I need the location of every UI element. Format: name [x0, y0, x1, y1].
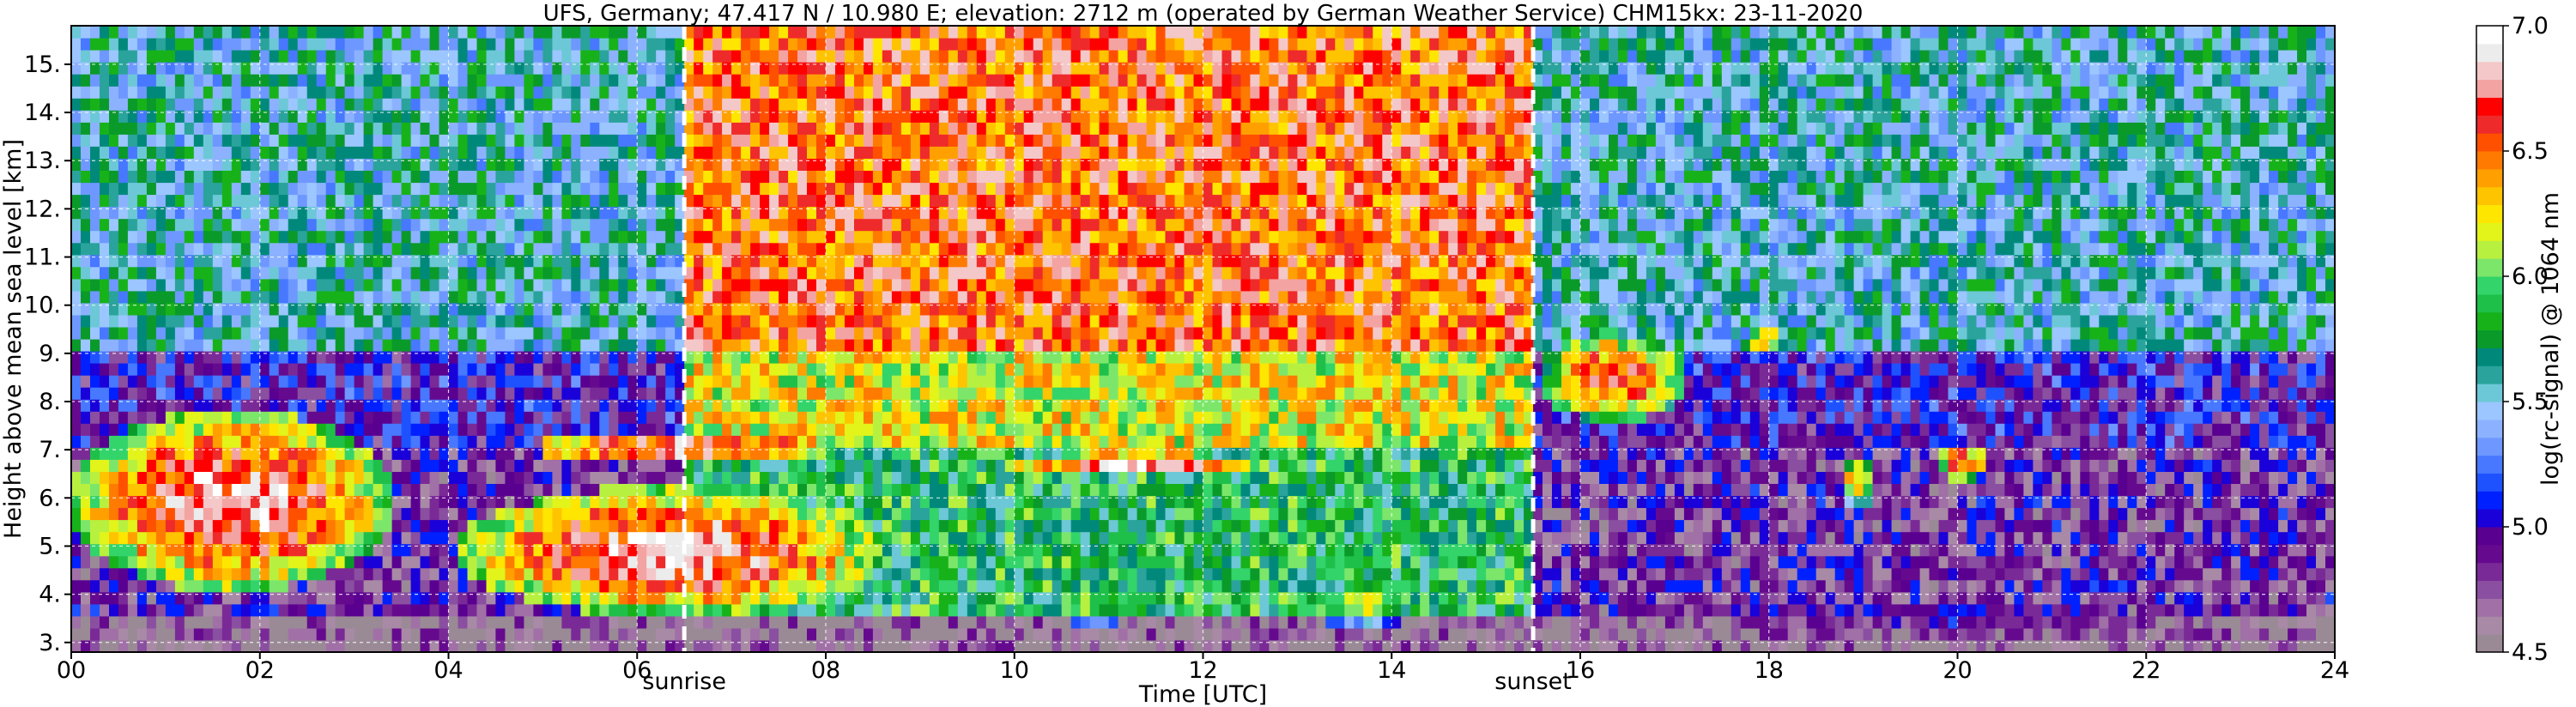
- x-tick-label: 24: [2320, 657, 2349, 684]
- sunset-label: sunset: [1494, 668, 1572, 695]
- y-tick-label: 3.: [39, 630, 61, 656]
- x-tick-label: 18: [1755, 657, 1784, 684]
- y-tick-label: 5.: [39, 533, 61, 559]
- colorbar-label: log(rc-signal) @ 1064 nm: [2537, 192, 2564, 486]
- plot-area: sunrise sunset: [70, 25, 2336, 695]
- y-tick-label: 13.: [24, 148, 61, 174]
- x-axis-label: Time [UTC]: [1138, 681, 1267, 707]
- colorbar-swatch: [2476, 293, 2503, 313]
- y-tick-label: 11.: [24, 245, 61, 271]
- colorbar-frame: [2476, 25, 2504, 653]
- colorbar-swatch: [2476, 527, 2503, 546]
- colorbar-tick-label: 7.0: [2512, 13, 2549, 39]
- colorbar-swatch: [2476, 329, 2503, 348]
- colorbar-swatch: [2476, 509, 2503, 528]
- colorbar-swatch: [2476, 151, 2503, 170]
- colorbar-swatch: [2476, 240, 2503, 259]
- colorbar-tick-label: 6.0: [2512, 263, 2549, 290]
- heatmap-cells: [71, 26, 2335, 652]
- chart-title: UFS, Germany; 47.417 N / 10.980 E; eleva…: [543, 1, 1864, 27]
- y-tick-label: 7.: [39, 437, 61, 463]
- y-tick-label: 6.: [39, 485, 61, 511]
- x-tick-label: 04: [433, 657, 463, 684]
- x-tick-label: 12: [1188, 657, 1217, 684]
- colorbar-swatch: [2476, 204, 2503, 223]
- colorbar-swatch: [2476, 366, 2503, 384]
- colorbar-swatch: [2476, 26, 2503, 45]
- colorbar-swatch: [2476, 79, 2503, 98]
- y-tick-label: 9.: [39, 341, 61, 367]
- colorbar-swatch: [2476, 598, 2503, 617]
- colorbar-swatch: [2476, 580, 2503, 599]
- x-tick-label: 10: [1000, 657, 1029, 684]
- y-tick-label: 10.: [24, 293, 61, 319]
- x-tick-label: 08: [811, 657, 840, 684]
- colorbar-tick-label: 4.5: [2512, 639, 2549, 666]
- colorbar-swatch: [2476, 419, 2503, 438]
- grid-lines: [71, 26, 2335, 652]
- colorbar-swatch: [2476, 186, 2503, 206]
- colorbar-swatch: [2476, 634, 2503, 653]
- colorbar-tick-label: 5.5: [2512, 389, 2549, 415]
- colorbar-swatch: [2476, 276, 2503, 295]
- y-tick-label: 4.: [39, 582, 61, 608]
- x-axis: 00 02 04 06 08 10 12 14 16 18 20 22 24: [57, 652, 2349, 684]
- colorbar-swatch: [2476, 384, 2503, 402]
- colorbar-swatch: [2476, 473, 2503, 492]
- colorbar-swatch: [2476, 133, 2503, 152]
- x-tick-label: 06: [622, 657, 652, 684]
- colorbar-swatch: [2476, 616, 2503, 635]
- x-tick-label: 02: [245, 657, 275, 684]
- colorbar-swatch: [2476, 222, 2503, 241]
- colorbar-swatch: [2476, 43, 2503, 63]
- colorbar-swatch: [2476, 455, 2503, 474]
- colorbar-swatch: [2476, 61, 2503, 81]
- colorbar-swatch: [2476, 491, 2503, 510]
- colorbar-swatch: [2476, 258, 2503, 277]
- colorbar: 4.5 5.0 5.5 6.0 6.5 7.0: [2476, 13, 2549, 666]
- x-tick-label: 00: [57, 657, 86, 684]
- x-tick-label: 20: [1943, 657, 1972, 684]
- y-axis-label: Height above mean sea level [km]: [0, 139, 27, 539]
- colorbar-swatch: [2476, 311, 2503, 331]
- colorbar-tick-label: 5.0: [2512, 514, 2549, 541]
- colorbar-swatch: [2476, 97, 2503, 116]
- x-tick-label: 14: [1377, 657, 1406, 684]
- colorbar-swatch: [2476, 544, 2503, 564]
- sunrise-label: sunrise: [642, 668, 726, 695]
- colorbar-swatch: [2476, 347, 2503, 366]
- y-tick-label: 8.: [39, 389, 61, 415]
- y-tick-label: 15.: [24, 51, 61, 78]
- x-tick-label: 16: [1566, 657, 1595, 684]
- y-tick-label: 12.: [24, 196, 61, 222]
- x-tick-label: 22: [2131, 657, 2161, 684]
- colorbar-swatch: [2476, 402, 2503, 420]
- colorbar-swatch: [2476, 437, 2503, 456]
- y-tick-label: 14.: [24, 100, 61, 126]
- colorbar-swatch: [2476, 168, 2503, 188]
- y-axis: 3. 4. 5. 6. 7. 8. 9. 10. 11. 12. 13. 14. 15.: [24, 51, 71, 656]
- colorbar-swatch: [2476, 562, 2503, 582]
- colorbar-tick-label: 6.5: [2512, 138, 2549, 165]
- colorbar-swatch: [2476, 115, 2503, 134]
